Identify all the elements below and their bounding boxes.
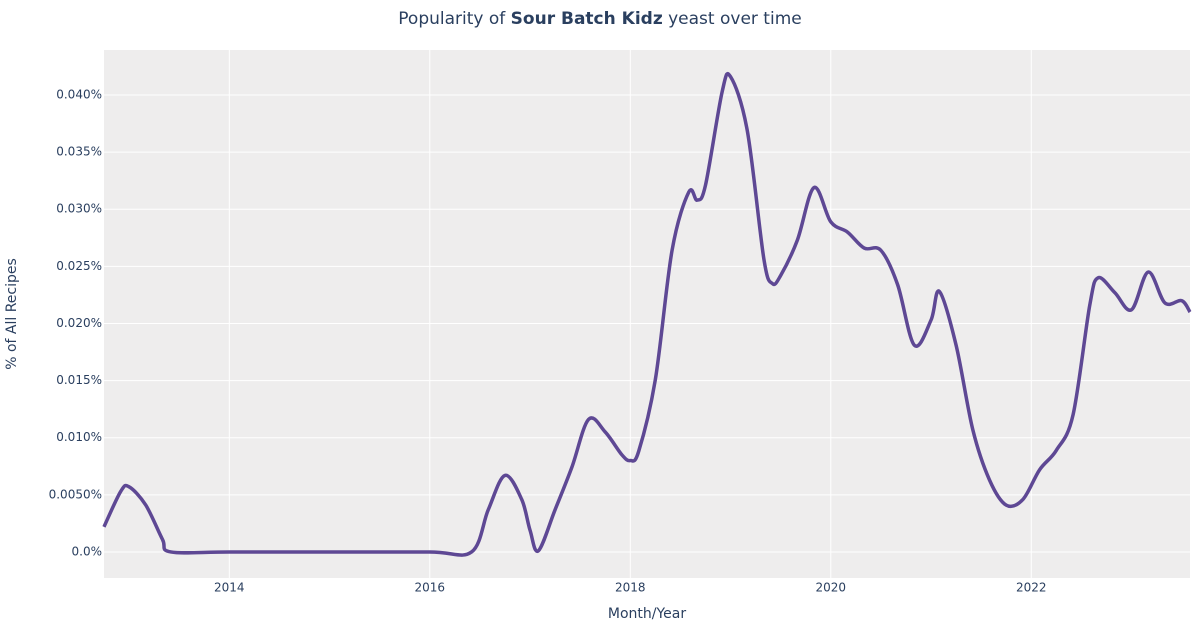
x-tick-label: 2020	[816, 581, 847, 595]
y-tick-label: 0.025%	[56, 259, 102, 273]
title-part: Popularity of	[398, 9, 510, 29]
x-tick-label: 2018	[615, 581, 646, 595]
y-axis-label: % of All Recipes	[4, 258, 20, 370]
y-tick-label: 0.010%	[56, 430, 102, 444]
plot-area	[104, 50, 1190, 578]
chart-title: Popularity of Sour Batch Kidz yeast over…	[398, 9, 801, 29]
data-line	[102, 72, 1192, 557]
y-tick-label: 0.020%	[56, 316, 102, 330]
x-tick-label: 2022	[1016, 581, 1047, 595]
y-tick-label: 0.035%	[56, 145, 102, 159]
y-tick-label: 0.040%	[56, 88, 102, 102]
y-tick-label: 0.0050%	[49, 487, 102, 501]
title-emphasis: Sour Batch Kidz	[511, 9, 663, 29]
y-tick-label: 0.030%	[56, 202, 102, 216]
x-axis-label: Month/Year	[608, 606, 686, 622]
y-tick-label: 0.0%	[72, 544, 103, 558]
y-tick-label: 0.015%	[56, 373, 102, 387]
x-tick-label: 2016	[415, 581, 446, 595]
title-part: yeast over time	[663, 9, 802, 29]
x-tick-label: 2014	[214, 581, 245, 595]
